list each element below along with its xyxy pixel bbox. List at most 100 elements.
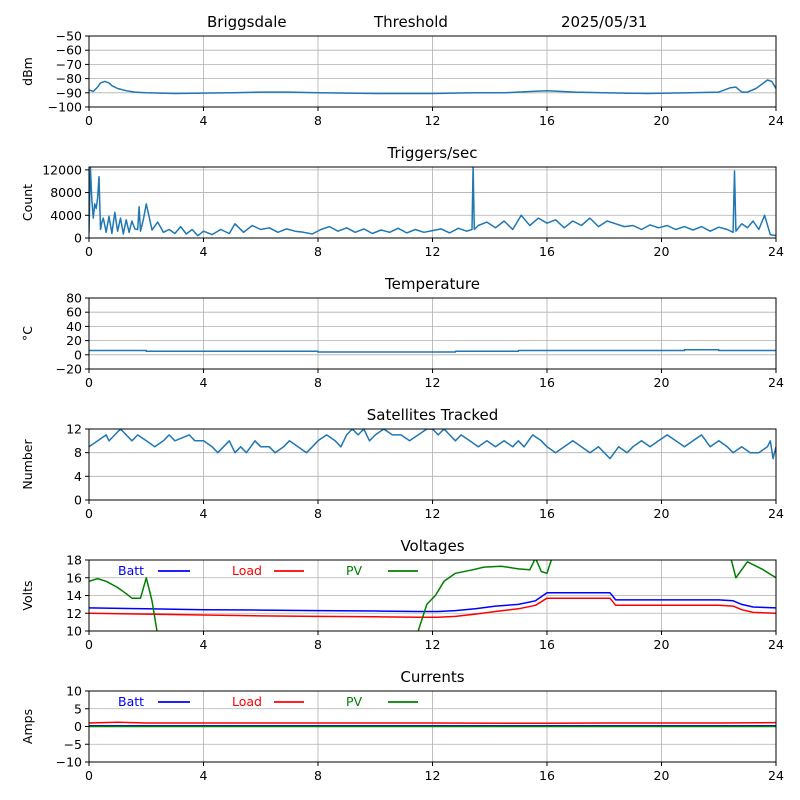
chart-triggers: 0 4 8 12 16 20 24 0 4000 8000 12000 Triggers/sec Cou… bbox=[20, 144, 784, 259]
x-tick-label: 20 bbox=[654, 506, 670, 521]
y-axis-label: Number bbox=[20, 439, 35, 490]
x-tick-label: 24 bbox=[768, 375, 784, 390]
x-tick-label: 16 bbox=[539, 506, 555, 521]
y-tick-label: 0 bbox=[74, 719, 82, 734]
y-tick-label: 18 bbox=[66, 553, 82, 568]
y-tick-label: 60 bbox=[66, 305, 82, 320]
x-tick-label: 8 bbox=[314, 244, 322, 259]
x-tick-label: 16 bbox=[539, 375, 555, 390]
y-tick-label: 12000 bbox=[42, 162, 82, 177]
chart-title: Temperature bbox=[384, 275, 480, 293]
x-tick-label: 8 bbox=[314, 506, 322, 521]
header-site: Briggsdale bbox=[207, 13, 287, 31]
y-tick-label: −80 bbox=[56, 71, 82, 86]
y-tick-label: 14 bbox=[66, 588, 82, 603]
series-line-load bbox=[89, 597, 776, 618]
y-axis-label: Amps bbox=[20, 709, 35, 744]
x-tick-label: 20 bbox=[654, 113, 670, 128]
y-tick-label: 0 bbox=[74, 493, 82, 508]
x-tick-label: 24 bbox=[768, 113, 784, 128]
y-tick-label: −50 bbox=[56, 29, 82, 44]
series-line-triggers bbox=[89, 167, 776, 237]
x-tick-label: 12 bbox=[425, 244, 441, 259]
series-line-load bbox=[89, 721, 776, 725]
x-tick-label: 20 bbox=[654, 375, 670, 390]
series-line-pv bbox=[89, 560, 776, 631]
y-axis-label: °C bbox=[20, 326, 35, 341]
series-line-temperature bbox=[89, 349, 776, 353]
x-tick-label: 4 bbox=[200, 113, 208, 128]
x-tick-label: 20 bbox=[654, 637, 670, 652]
x-tick-label: 8 bbox=[314, 375, 322, 390]
y-tick-label: 4 bbox=[74, 469, 82, 484]
y-tick-label: −10 bbox=[56, 755, 82, 770]
y-tick-label: −70 bbox=[56, 57, 82, 72]
y-tick-label: −20 bbox=[56, 362, 82, 377]
legend-label-batt: Batt bbox=[118, 563, 144, 578]
x-tick-label: 0 bbox=[85, 375, 93, 390]
y-tick-label: −100 bbox=[48, 100, 82, 115]
x-tick-label: 12 bbox=[425, 768, 441, 783]
x-tick-label: 16 bbox=[539, 637, 555, 652]
series-line-satellites bbox=[89, 429, 776, 460]
x-tick-label: 4 bbox=[200, 244, 208, 259]
x-tick-label: 12 bbox=[425, 113, 441, 128]
legend-label-pv: PV bbox=[346, 694, 363, 709]
x-tick-label: 0 bbox=[85, 768, 93, 783]
x-tick-label: 16 bbox=[539, 768, 555, 783]
x-tick-label: 8 bbox=[314, 637, 322, 652]
y-tick-label: 4000 bbox=[50, 208, 82, 223]
x-tick-label: 4 bbox=[200, 637, 208, 652]
x-tick-label: 0 bbox=[85, 244, 93, 259]
chart-title: Satellites Tracked bbox=[367, 406, 498, 424]
y-tick-label: 20 bbox=[66, 333, 82, 348]
y-tick-label: 0 bbox=[74, 347, 82, 362]
legend-label-pv: PV bbox=[346, 563, 363, 578]
x-tick-label: 0 bbox=[85, 506, 93, 521]
x-tick-label: 0 bbox=[85, 637, 93, 652]
y-tick-label: −5 bbox=[64, 737, 82, 752]
series-line-batt bbox=[89, 592, 776, 613]
header-mode: Threshold bbox=[373, 13, 448, 31]
y-tick-label: −90 bbox=[56, 85, 82, 100]
x-tick-label: 24 bbox=[768, 768, 784, 783]
x-tick-label: 20 bbox=[654, 244, 670, 259]
header-date: 2025/05/31 bbox=[561, 13, 647, 31]
x-tick-label: 12 bbox=[425, 637, 441, 652]
y-tick-label: 10 bbox=[66, 624, 82, 639]
x-tick-label: 4 bbox=[200, 506, 208, 521]
chart-voltages: 0 4 8 12 16 20 24 10 12 14 16 18 Voltages Volts Batt Lo… bbox=[20, 537, 784, 652]
legend-label-load: Load bbox=[232, 563, 262, 578]
x-tick-label: 4 bbox=[200, 375, 208, 390]
x-tick-label: 4 bbox=[200, 768, 208, 783]
legend-label-batt: Batt bbox=[118, 694, 144, 709]
y-axis-label: Volts bbox=[20, 580, 35, 610]
y-tick-label: 10 bbox=[66, 684, 82, 699]
chart-title: Voltages bbox=[400, 537, 464, 555]
x-tick-label: 16 bbox=[539, 113, 555, 128]
chart-title: Currents bbox=[400, 668, 464, 686]
y-axis-label: dBm bbox=[20, 57, 35, 86]
x-tick-label: 8 bbox=[314, 113, 322, 128]
y-tick-label: 12 bbox=[66, 606, 82, 621]
x-tick-label: 24 bbox=[768, 637, 784, 652]
chart-currents: 0 4 8 12 16 20 24 −10 −5 0 5 10 Currents Amps Batt Load… bbox=[20, 668, 784, 783]
y-tick-label: 8000 bbox=[50, 185, 82, 200]
chart-signal: 0 4 8 12 16 20 24 −100−90−80−70−60−50 dBm bbox=[20, 29, 784, 129]
x-tick-label: 16 bbox=[539, 244, 555, 259]
x-tick-label: 12 bbox=[425, 506, 441, 521]
y-axis-label: Count bbox=[20, 184, 35, 221]
x-tick-label: 20 bbox=[654, 768, 670, 783]
x-tick-label: 12 bbox=[425, 375, 441, 390]
y-tick-label: 40 bbox=[66, 319, 82, 334]
y-tick-label: 80 bbox=[66, 291, 82, 306]
y-tick-label: 12 bbox=[66, 422, 82, 437]
series-line-signal bbox=[89, 79, 776, 95]
y-tick-label: 5 bbox=[74, 701, 82, 716]
x-tick-label: 0 bbox=[85, 113, 93, 128]
legend-label-load: Load bbox=[232, 694, 262, 709]
chart-title: Triggers/sec bbox=[387, 144, 478, 162]
